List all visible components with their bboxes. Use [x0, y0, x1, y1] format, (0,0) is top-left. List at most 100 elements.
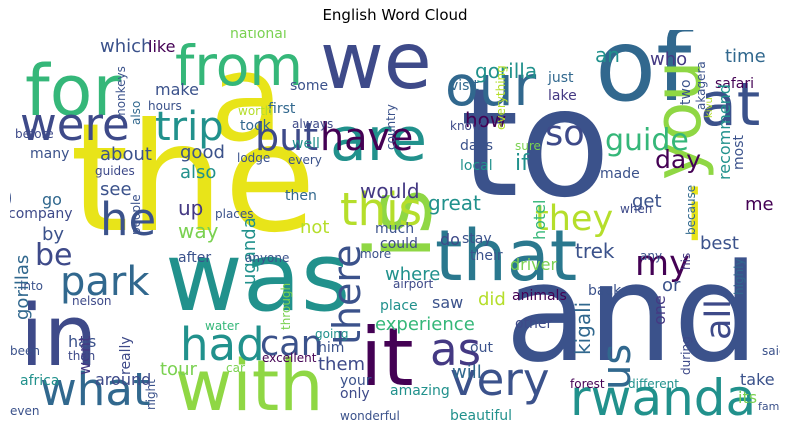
word-make: make: [155, 80, 199, 99]
word-country: country: [384, 104, 398, 150]
word-gorillas: gorillas: [12, 255, 33, 320]
word-also: also: [180, 162, 216, 183]
word-took: took: [240, 118, 272, 134]
word-them: them: [318, 354, 365, 375]
word-great: great: [428, 191, 481, 215]
word-airport: airport: [393, 277, 434, 291]
word-have: have: [320, 115, 413, 159]
word-my: my: [635, 244, 690, 284]
word-beautiful: beautiful: [450, 408, 512, 420]
word-worth: worth: [238, 104, 272, 118]
word-many: many: [30, 146, 69, 162]
word-see: see: [100, 179, 132, 200]
word-about: about: [100, 144, 152, 165]
word-any: any: [640, 249, 662, 263]
word-rwanda: rwanda: [570, 369, 756, 420]
word-which: which: [100, 36, 152, 57]
word-know: know: [450, 119, 482, 133]
word-first: first: [268, 101, 296, 117]
word-days: days: [460, 138, 493, 154]
word-more: more: [360, 247, 391, 261]
word-their: their: [470, 248, 503, 264]
word-wonderful: wonderful: [340, 409, 400, 420]
word-go: go: [42, 190, 62, 209]
word-are: are: [330, 105, 427, 175]
word-driver: driver: [510, 255, 557, 274]
word-good: good: [180, 142, 225, 163]
word-back: back: [588, 283, 622, 299]
word-stay: stay: [462, 231, 492, 247]
word-lodge: lodge: [237, 151, 270, 165]
word-who: who: [650, 49, 687, 70]
word-trip: trip: [155, 104, 224, 150]
word-also: also: [129, 101, 143, 125]
word-on: on: [10, 146, 23, 215]
word-its: its: [738, 388, 757, 407]
word-was: was: [165, 223, 350, 333]
word-car: car: [226, 361, 245, 375]
word-excellent: excellent: [262, 351, 317, 365]
word-kivu: kivu: [704, 97, 715, 118]
word-monkeys: monkeys: [114, 66, 128, 120]
word-for: for: [25, 50, 121, 132]
word-one: one: [650, 295, 669, 325]
word-in: in: [20, 287, 98, 386]
figure-title: English Word Cloud: [322, 6, 468, 24]
word-been: been: [10, 344, 40, 358]
word-there: there: [325, 244, 369, 345]
word-i: i: [685, 175, 704, 257]
word-all: all: [699, 299, 739, 340]
word-other: other: [515, 316, 553, 332]
word-he: he: [100, 193, 156, 246]
word-always: always: [292, 117, 333, 131]
word-were: were: [20, 98, 130, 151]
word-even: even: [10, 404, 39, 418]
word-the: the: [70, 92, 316, 266]
word-has: has: [68, 332, 96, 351]
word-hours: hours: [148, 99, 182, 113]
word-way: way: [178, 219, 219, 243]
word-sure: sure: [515, 139, 541, 153]
word-how: how: [465, 108, 506, 132]
word-to: to: [460, 57, 611, 231]
word-place: place: [380, 298, 418, 314]
word-places: places: [215, 207, 254, 221]
word-through: through: [279, 283, 293, 330]
word-up: up: [178, 196, 203, 220]
word-like: like: [148, 37, 175, 56]
word-water: water: [205, 319, 239, 333]
word-time: time: [725, 46, 766, 67]
word-everything: everything: [494, 65, 508, 130]
word-get: get: [632, 191, 662, 212]
word-with: with: [175, 345, 324, 420]
word-guides: guides: [95, 164, 135, 178]
word-where: where: [385, 264, 440, 285]
word-company: company: [10, 206, 73, 222]
word-that: that: [435, 215, 577, 297]
word-out: out: [470, 340, 493, 356]
word-animals: animals: [512, 288, 567, 304]
word-safari: safari: [715, 76, 754, 92]
word-when: when: [620, 202, 652, 216]
word-highly: highly: [732, 258, 746, 295]
word-national: national: [230, 30, 287, 42]
word-kigali: kigali: [571, 302, 595, 355]
word-cloud: the to and was we of a in is it that with for from are…: [10, 30, 780, 420]
word-after: after: [178, 250, 211, 266]
word-be: be: [35, 238, 73, 273]
word-different: different: [628, 377, 679, 391]
word-forest: forest: [570, 377, 605, 391]
word-if: if: [515, 151, 530, 176]
word-because: because: [684, 185, 698, 235]
word-a: a: [210, 30, 284, 169]
word-experience: experience: [375, 314, 475, 335]
word-day: day: [655, 145, 701, 174]
word-him: him: [318, 340, 344, 356]
word-well: well: [292, 136, 320, 152]
word-or: or: [662, 275, 681, 296]
word-take: take: [740, 370, 775, 389]
word-it: it: [360, 311, 414, 404]
word-had: had: [180, 318, 265, 371]
word-will: will: [452, 362, 482, 383]
